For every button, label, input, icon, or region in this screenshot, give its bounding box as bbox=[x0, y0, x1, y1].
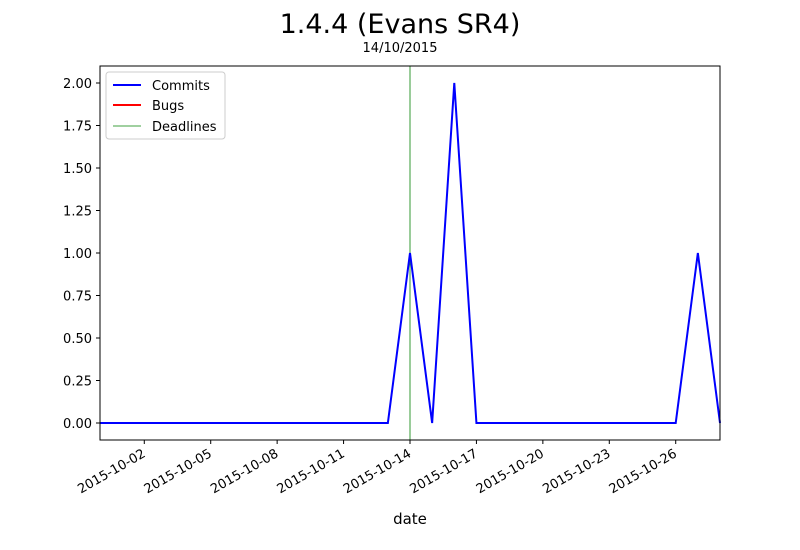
y-tick-label: 1.50 bbox=[63, 162, 92, 177]
x-tick-label: 2015-10-02 bbox=[75, 446, 148, 497]
chart-title: 1.4.4 (Evans SR4) bbox=[280, 9, 521, 40]
x-tick-label: 2015-10-26 bbox=[607, 446, 680, 497]
y-tick-label: 1.25 bbox=[63, 205, 92, 220]
series-line-commits bbox=[100, 82, 721, 424]
y-tick-label: 0.75 bbox=[63, 290, 92, 305]
y-tick-label: 0.50 bbox=[63, 332, 92, 347]
y-tick-label: 1.00 bbox=[63, 247, 92, 262]
legend-box bbox=[105, 71, 226, 140]
y-tick-label: 0.00 bbox=[63, 417, 92, 432]
legend-bugs-label: Bugs bbox=[152, 99, 184, 114]
x-tick-label: 2015-10-05 bbox=[142, 446, 215, 497]
x-tick-label: 2015-10-08 bbox=[208, 446, 281, 497]
y-tick-label: 1.75 bbox=[63, 120, 92, 135]
x-axis-label: date bbox=[393, 510, 427, 528]
chart-subtitle: 14/10/2015 bbox=[363, 41, 438, 56]
y-tick-label: 0.25 bbox=[63, 375, 92, 390]
plot-frame bbox=[99, 65, 721, 441]
x-tick-label: 2015-10-23 bbox=[540, 446, 613, 497]
x-tick-label: 2015-10-14 bbox=[341, 446, 414, 497]
x-tick-label: 2015-10-17 bbox=[407, 446, 480, 497]
legend-commits-label: Commits bbox=[152, 79, 210, 94]
x-tick-label: 2015-10-11 bbox=[275, 446, 348, 497]
x-tick-label: 2015-10-20 bbox=[474, 446, 547, 497]
legend: Commits Bugs Deadlines bbox=[105, 71, 226, 140]
y-tick-label: 2.00 bbox=[63, 77, 92, 92]
legend-deadlines-label: Deadlines bbox=[152, 120, 217, 135]
